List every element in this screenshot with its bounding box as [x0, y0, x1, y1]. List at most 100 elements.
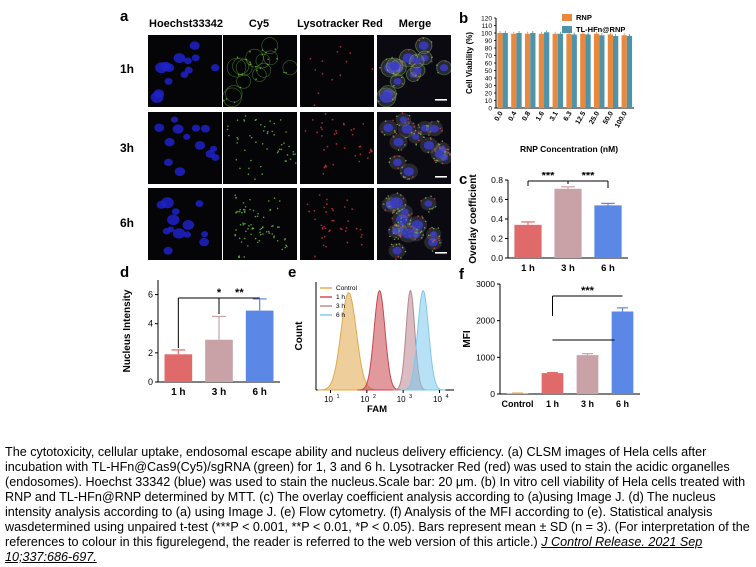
cy5-signal — [427, 151, 430, 153]
nucleus — [393, 77, 402, 85]
nucleus — [195, 200, 204, 207]
cy5-signal — [279, 119, 282, 121]
bar-RNP-0.0 — [497, 33, 503, 108]
cy5-signal — [405, 159, 407, 162]
cy5-signal — [256, 241, 259, 244]
lysotracker-signal — [366, 157, 369, 159]
cy5-ring — [409, 53, 425, 69]
nucleus — [393, 137, 404, 147]
bar-1h — [514, 224, 542, 258]
lysotracker-signal — [384, 209, 387, 212]
cell-outline — [399, 163, 419, 180]
cy5-signal — [240, 241, 243, 243]
cy5-signal — [242, 222, 244, 225]
lysotracker-signal — [421, 215, 423, 218]
lysotracker-signal — [320, 126, 322, 129]
cy5-ring — [255, 53, 271, 69]
cell-outline — [416, 121, 434, 136]
lysotracker-signal — [362, 123, 365, 125]
cy5-ring — [245, 48, 264, 68]
cy5-signal — [243, 211, 246, 213]
cy5-signal — [439, 242, 441, 244]
lysotracker-signal — [420, 130, 422, 133]
legend-label: 1 h — [336, 294, 345, 301]
y-tick-label: 4 — [148, 319, 153, 329]
micrograph-1h-3 — [300, 35, 374, 107]
x-tick-label: 3 h — [212, 387, 226, 398]
lysotracker-signal — [392, 245, 395, 248]
nucleus — [194, 140, 206, 150]
lysotracker-signal — [326, 145, 329, 148]
cy5-signal — [244, 115, 247, 117]
lysotracker-signal — [328, 230, 330, 233]
cell-outline — [397, 120, 417, 138]
nucleus — [183, 231, 191, 238]
significance-label: *** — [542, 172, 556, 182]
cy5-signal — [406, 136, 408, 139]
lysotracker-signal — [324, 227, 327, 230]
y-tick-label: 90 — [485, 38, 493, 45]
cell-outline — [395, 112, 412, 127]
bar-RNP-100.0 — [621, 35, 627, 108]
lysotracker-signal — [433, 159, 436, 162]
cy5-signal — [278, 226, 280, 228]
lysotracker-signal — [331, 219, 334, 222]
x-axis-label: RNP Concentration (nM) — [520, 144, 618, 154]
cy5-signal — [288, 145, 290, 148]
lysotracker-signal — [437, 144, 440, 147]
nucleus — [183, 57, 192, 65]
cy5-ring — [236, 74, 251, 89]
x-tick-label: 6 h — [616, 399, 629, 409]
bar-3h — [554, 188, 582, 258]
cy5-signal — [280, 143, 283, 146]
cy5-signal — [236, 136, 239, 139]
cy5-signal — [432, 227, 435, 230]
cy5-signal — [236, 56, 239, 59]
nucleus — [174, 167, 186, 177]
cy5-signal — [294, 162, 297, 164]
cy5-ring — [415, 37, 433, 54]
bar-TL-HFn@RNP-25.0 — [599, 35, 605, 108]
column-header-lysotracker: Lysotracker Red — [297, 18, 383, 30]
cell-outline — [430, 146, 448, 162]
nucleus — [429, 124, 440, 133]
cy5-signal — [383, 134, 386, 136]
cy5-signal — [399, 194, 402, 196]
cy5-signal — [449, 154, 451, 156]
cy5-ring — [380, 57, 401, 78]
x-tick-label: 100.0 — [614, 110, 629, 129]
nucleus — [379, 91, 393, 103]
lysotracker-signal — [320, 224, 323, 227]
caption-text: The cytotoxicity, cellular uptake, endos… — [5, 445, 750, 549]
lysotracker-signal — [410, 225, 412, 228]
lysotracker-signal — [430, 60, 433, 63]
cy5-signal — [292, 153, 295, 156]
cy5-signal — [415, 54, 417, 57]
x-tick-exponent: 3 — [409, 394, 412, 400]
nucleus — [164, 137, 175, 147]
cy5-signal — [262, 130, 265, 132]
y-tick-label: 2000 — [476, 316, 495, 326]
nucleus — [413, 66, 422, 74]
panel-letter-f: f — [459, 266, 464, 283]
lysotracker-signal — [346, 241, 349, 244]
significance-label: *** — [582, 172, 596, 182]
lysotracker-signal — [350, 129, 353, 131]
lysotracker-signal — [360, 243, 363, 246]
lysotracker-signal — [332, 219, 335, 222]
bar-TL-HFn@RNP-0.4 — [516, 33, 522, 108]
lysotracker-signal — [326, 198, 328, 201]
caption-citation[interactable]: J Control Release. 2021 Sep 10;337:686-6… — [5, 535, 703, 564]
x-tick-label: 1.6 — [535, 110, 546, 122]
cy5-signal — [407, 223, 409, 225]
lysotracker-signal — [391, 217, 394, 220]
lysotracker-signal — [397, 255, 400, 258]
y-tick-label: 110 — [482, 23, 493, 30]
cy5-signal — [417, 124, 420, 126]
nucleus — [163, 246, 173, 255]
lysotracker-signal — [399, 235, 402, 238]
lysotracker-signal — [321, 128, 323, 131]
y-tick-label: 3000 — [476, 279, 495, 289]
micrograph-6h-4 — [377, 188, 451, 260]
nucleus — [184, 66, 193, 74]
